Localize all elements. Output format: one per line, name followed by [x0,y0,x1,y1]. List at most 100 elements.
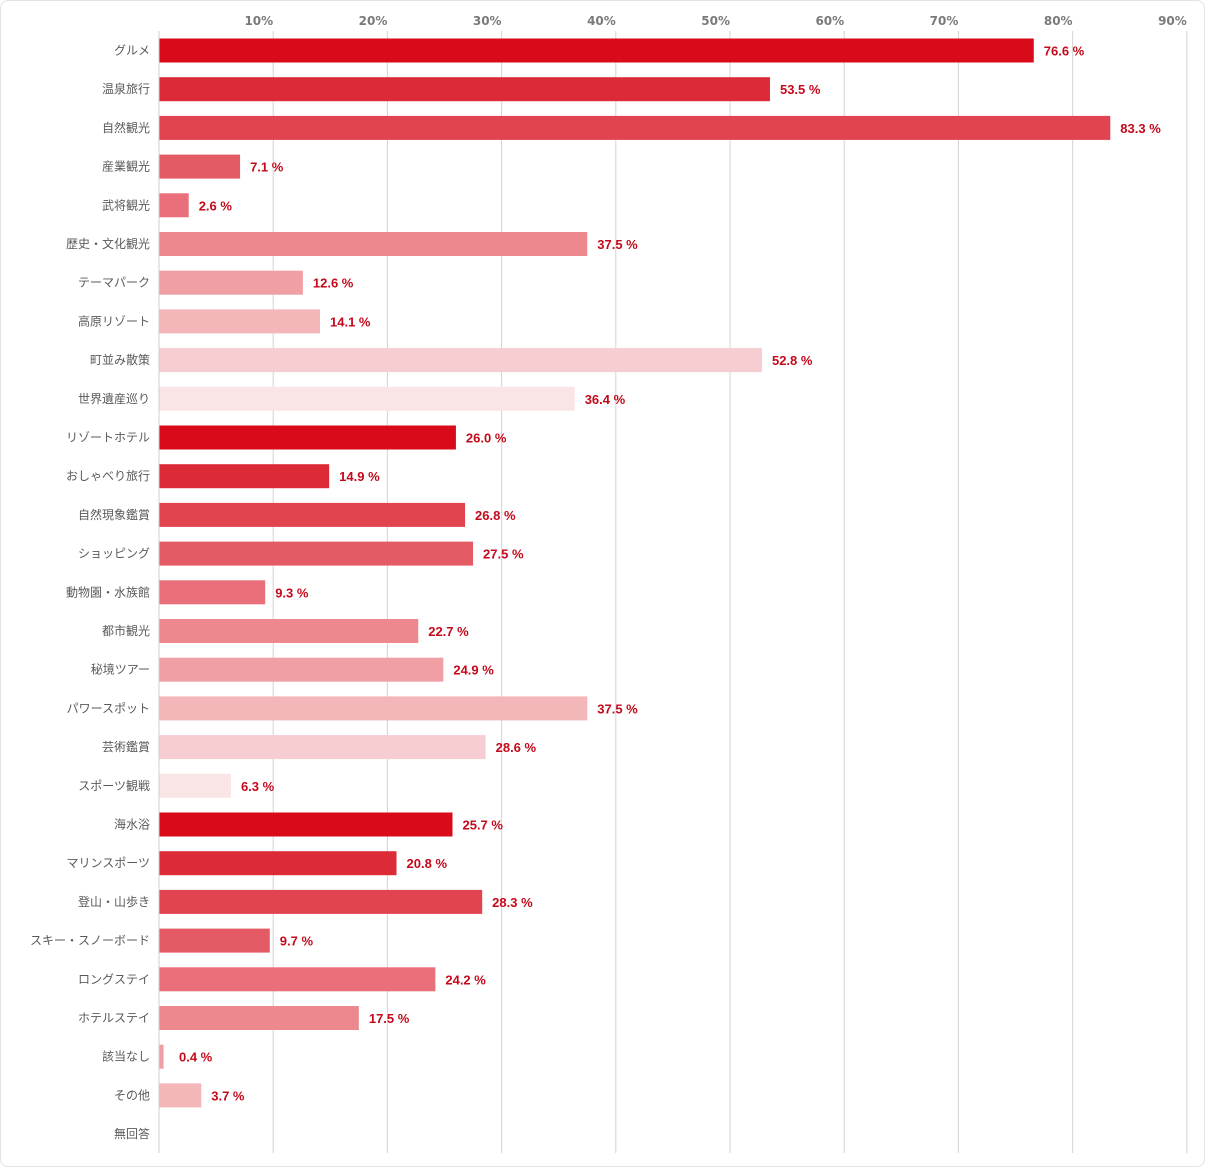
bar [159,232,588,256]
data-label: 14.1 % [330,314,371,329]
category-label: マリンスポーツ [66,856,150,870]
data-label: 37.5 % [597,237,638,252]
category-label: 海水浴 [114,817,150,832]
category-label: 秘境ツアー [91,662,150,677]
x-tick-label: 90% [1158,14,1187,28]
data-label: 24.2 % [445,972,486,987]
bar [159,696,588,721]
category-label: リゾートホテル [66,431,150,445]
x-tick-label: 40% [587,14,616,28]
data-label: 20.8 % [407,856,448,871]
bar [159,154,241,179]
category-labels: グルメ温泉旅行自然観光産業観光武将観光歴史・文化観光テーマパーク高原リゾート町並… [30,44,150,1142]
data-label: 6.3 % [241,779,275,794]
bar [159,1083,202,1108]
data-label: 37.5 % [597,701,638,716]
data-label: 26.0 % [466,431,507,446]
category-label: テーマパーク [78,276,150,290]
bar [159,1006,359,1030]
data-label: 76.6 % [1044,44,1085,59]
data-label: 2.6 % [199,198,233,213]
data-label: 22.7 % [428,624,469,639]
category-label: 登山・山歩き [78,894,150,909]
bar [159,1044,164,1069]
category-label: おしゃべり旅行 [66,469,150,483]
bar [159,928,270,953]
category-label: 無回答 [114,1126,150,1141]
data-label: 9.7 % [280,934,314,949]
data-label: 12.6 % [313,276,354,291]
category-label: 産業観光 [102,159,150,174]
category-label: 歴史・文化観光 [66,236,150,251]
category-label: 動物園・水族館 [66,584,150,599]
bar [159,502,466,527]
x-axis-ticks: 10% 20% 30% 40% 50% 60% 70% 80% 90% [244,14,1186,28]
category-label: ショッピング [78,547,150,561]
bar [159,580,266,605]
category-label: 町並み散策 [90,352,150,367]
bar [159,464,330,489]
x-tick-label: 80% [1044,14,1073,28]
x-tick-label: 10% [244,14,273,28]
data-label: 53.5 % [780,82,821,97]
bar [159,309,321,334]
category-label: 温泉旅行 [102,82,150,96]
bar [159,348,762,373]
x-tick-label: 60% [815,14,844,28]
bar [159,115,1111,140]
category-label: 芸術鑑賞 [102,739,150,754]
data-label: 28.6 % [496,740,537,755]
value-labels: 76.6 % 53.5 % 83.3 % 7.1 % 2.6 % 37.5 % 12.6 %… [179,44,1161,1104]
x-tick-label: 70% [930,14,959,28]
data-label: 17.5 % [369,1011,410,1026]
category-label: 該当なし [102,1049,150,1064]
data-label: 28.3 % [492,895,533,910]
data-label: 83.3 % [1120,121,1161,136]
bar [159,812,453,837]
category-label: 世界遺産巡り [78,391,150,406]
data-label: 9.3 % [275,585,309,600]
data-label: 3.7 % [211,1088,245,1103]
category-label: ホテルステイ [78,1011,150,1025]
bars [159,38,1111,1108]
category-label: 都市観光 [102,623,150,638]
data-label: 27.5 % [483,547,524,562]
bar [159,193,189,218]
data-label: 36.4 % [585,392,626,407]
data-label: 24.9 % [453,663,494,678]
data-label: 7.1 % [250,160,284,175]
category-label: 高原リゾート [78,313,150,328]
category-label: その他 [114,1088,150,1102]
category-label: グルメ [114,44,150,58]
bar [159,889,483,914]
bar [159,38,1034,63]
category-label: スキー・スノーボード [30,934,150,948]
gridlines [272,31,1188,1153]
category-label: 武将観光 [102,198,150,212]
bar [159,735,486,760]
data-label: 14.9 % [339,469,380,484]
bar [159,773,231,798]
category-label: パワースポット [67,701,150,715]
bar [159,657,444,682]
bar [159,270,303,295]
bar [159,541,474,566]
data-label: 0.4 % [179,1050,213,1065]
category-label: 自然観光 [102,120,150,135]
x-tick-label: 20% [359,14,388,28]
bar [159,386,575,411]
bar [159,425,456,450]
bar [159,619,419,643]
x-tick-label: 50% [701,14,730,28]
bar [159,851,397,876]
category-label: スポーツ観戦 [78,779,150,793]
bar [159,77,770,102]
data-label: 25.7 % [462,818,503,833]
data-label: 26.8 % [475,508,516,523]
bar [159,967,436,992]
category-label: 自然現象鑑賞 [78,507,150,522]
x-tick-label: 30% [473,14,502,28]
data-label: 52.8 % [772,353,813,368]
